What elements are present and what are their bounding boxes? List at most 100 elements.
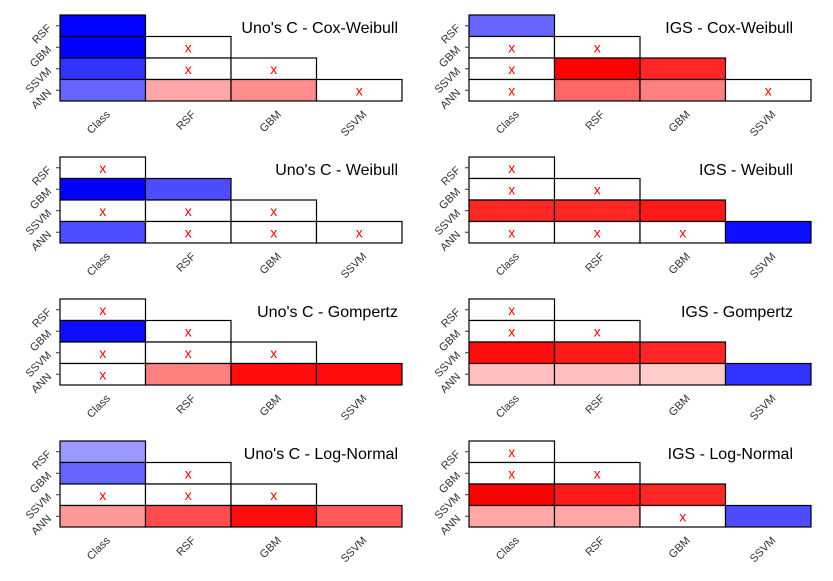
not-significant-mark: x [185,224,192,240]
not-significant-mark: x [508,160,515,176]
y-tick-label: RSF [30,22,54,46]
y-tick-label: GBM [437,470,463,496]
heatmap-cell [315,362,403,386]
x-tick-label: RSF [583,534,607,558]
not-significant-mark: x [508,465,515,481]
y-tick-label: GBM [28,328,54,354]
heatmap-cell [59,504,147,528]
not-significant-mark: x [356,224,363,240]
panel-title: IGS - Log-Normal [668,446,793,463]
heatmap-cell [553,57,641,81]
heatmap-cell [315,78,403,102]
not-significant-mark: x [270,224,277,240]
heatmap-cell [639,57,727,81]
x-tick-label: Class [494,392,522,420]
x-tick-label: RSF [174,250,198,274]
panel-title: IGS - Gompertz [681,304,793,321]
not-significant-mark: x [270,487,277,503]
not-significant-mark: x [270,61,277,77]
heatmap-cell [553,483,641,507]
x-tick-label: Class [85,392,113,420]
heatmap-cell [639,199,727,223]
not-significant-mark: x [508,82,515,98]
panel-title: Uno's C - Cox-Weibull [241,20,398,37]
x-tick-label: GBM [667,251,693,277]
y-tick-label: RSF [30,164,54,188]
x-tick-label: RSF [174,108,198,132]
heatmap-cell [59,78,147,102]
not-significant-mark: x [508,39,515,55]
x-tick-label: GBM [258,393,284,419]
x-tick-label: SSVM [339,109,370,140]
heatmap-cell [315,220,403,244]
heatmap-cell [59,461,147,485]
heatmap-cell [59,319,147,343]
heatmap-cell [468,14,556,38]
y-tick-label: RSF [439,448,463,472]
not-significant-mark: x [508,61,515,77]
x-tick-label: RSF [583,250,607,274]
x-tick-label: SSVM [339,251,370,282]
y-tick-label: GBM [437,44,463,70]
heatmap-cell [468,483,556,507]
not-significant-mark: x [99,160,106,176]
heatmap-cell [144,78,232,102]
x-tick-label: SSVM [748,251,779,282]
x-tick-label: GBM [667,109,693,135]
y-tick-label: RSF [30,306,54,330]
not-significant-mark: x [594,323,601,339]
x-tick-label: RSF [583,108,607,132]
heatmap-cell [468,199,556,223]
not-significant-mark: x [99,302,106,318]
heatmap-cell [553,199,641,223]
not-significant-mark: x [185,39,192,55]
not-significant-mark: x [508,181,515,197]
x-tick-label: RSF [174,534,198,558]
not-significant-mark: x [508,224,515,240]
heatmap-cell [468,504,556,528]
heatmap-cell [144,362,232,386]
not-significant-mark: x [594,224,601,240]
panel-title: Uno's C - Log-Normal [244,446,398,463]
not-significant-mark: x [270,345,277,361]
not-significant-mark: x [270,203,277,219]
heatmap-cell [59,57,147,81]
not-significant-mark: x [185,345,192,361]
heatmap-cell [59,440,147,464]
not-significant-mark: x [185,61,192,77]
heatmap-cell [230,362,318,386]
heatmap-cell [724,220,812,244]
not-significant-mark: x [594,181,601,197]
not-significant-mark: x [99,487,106,503]
heatmap-cell [59,220,147,244]
not-significant-mark: x [185,323,192,339]
y-tick-label: RSF [439,306,463,330]
x-tick-label: Class [494,108,522,136]
x-tick-label: SSVM [748,393,779,424]
panel-title: Uno's C - Gompertz [257,304,398,321]
heatmap-cell [724,504,812,528]
not-significant-mark: x [185,203,192,219]
heatmap-cell [724,78,812,102]
heatmap-cell [639,78,727,102]
heatmap-cell [553,341,641,365]
y-tick-label: GBM [28,186,54,212]
heatmap-cell [230,504,318,528]
panel-title: IGS - Weibull [699,162,793,179]
x-tick-label: Class [85,250,113,278]
heatmap-cell [639,483,727,507]
heatmap-cell [144,177,232,201]
x-tick-label: SSVM [748,109,779,140]
x-tick-label: SSVM [339,535,370,566]
not-significant-mark: x [356,82,363,98]
heatmap-cell [59,14,147,38]
x-tick-label: Class [85,108,113,136]
y-tick-label: RSF [30,448,54,472]
y-tick-label: RSF [439,164,463,188]
